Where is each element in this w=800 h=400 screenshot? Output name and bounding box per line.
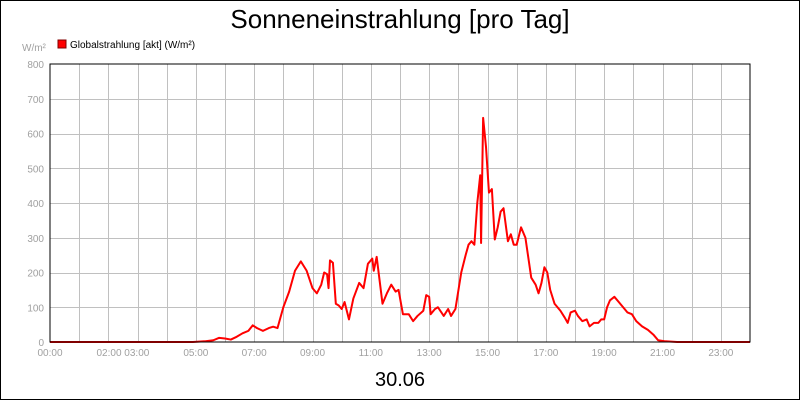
x-tick-label: 00:00 — [37, 348, 62, 359]
x-tick-label: 07:00 — [242, 348, 267, 359]
x-tick-label: 23:00 — [708, 348, 733, 359]
x-tick-label: 02:00 03:00 — [97, 348, 150, 359]
y-tick-label: 100 — [27, 303, 44, 314]
grid — [50, 64, 750, 342]
x-tick-label: 15:00 — [475, 348, 500, 359]
y-tick-label: 800 — [27, 60, 44, 71]
x-tick-label: 19:00 — [592, 348, 617, 359]
y-tick-label: 700 — [27, 95, 44, 106]
x-axis-ticks: 00:00 02:00 03:00 05:00 07:00 09:00 11:00 13:0… — [37, 348, 733, 359]
y-axis-ticks: 0 100 200 300 400 500 600 700 800 — [27, 60, 44, 349]
legend-swatch — [57, 39, 67, 49]
y-tick-label: 200 — [27, 269, 44, 280]
plot-area — [49, 63, 751, 343]
y-tick-label: 0 — [38, 338, 44, 349]
y-tick-label: 600 — [27, 130, 44, 141]
x-tick-label: 17:00 — [533, 348, 558, 359]
y-tick-label: 500 — [27, 164, 44, 175]
y-axis-unit-label: W/m² — [22, 43, 47, 54]
y-tick-label: 300 — [27, 234, 44, 245]
x-tick-label: 11:00 — [359, 348, 384, 359]
series-layer — [50, 116, 750, 343]
x-tick-label: 09:00 — [300, 348, 325, 359]
chart-title: Sonneneinstrahlung [pro Tag] — [230, 4, 569, 34]
x-tick-label: 05:00 — [183, 348, 208, 359]
date-label: 30.06 — [375, 369, 425, 391]
y-tick-label: 400 — [27, 199, 44, 210]
x-tick-label: 13:00 — [417, 348, 442, 359]
series-line-globalstrahlung — [50, 116, 750, 343]
legend-label: Globalstrahlung [akt] (W/m²) — [70, 40, 195, 51]
x-tick-label: 21:00 — [650, 348, 675, 359]
legend: Globalstrahlung [akt] (W/m²) — [57, 39, 195, 51]
